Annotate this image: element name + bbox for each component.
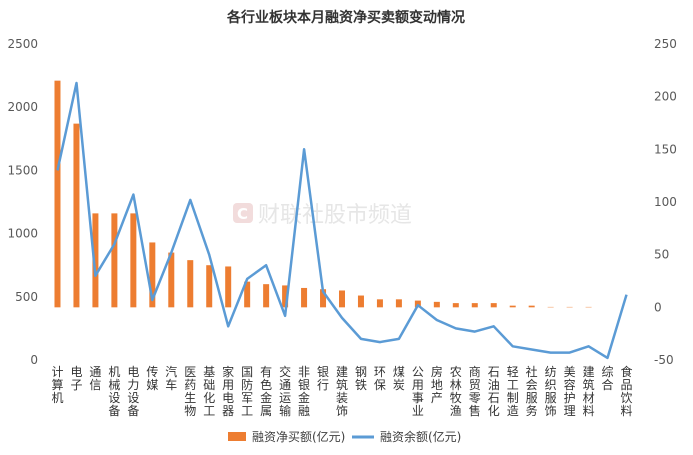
right-axis: -50 0 50 100 150 200 250 (654, 37, 677, 367)
bar (187, 260, 194, 308)
category-label: 交通运输 (279, 364, 291, 418)
category-label: 基础化工 (203, 365, 215, 418)
bar (168, 252, 175, 308)
category-label: 国防军工 (241, 365, 253, 418)
bar (225, 266, 232, 308)
legend-label-line: 融资余额(亿元) (380, 429, 461, 444)
category-label: 电子 (70, 365, 82, 392)
bar (471, 303, 478, 308)
right-tick-label: 250 (654, 37, 677, 51)
category-label: 煤炭 (393, 365, 405, 392)
bar (376, 299, 383, 308)
category-label: 医药生物 (184, 365, 196, 418)
bar (111, 213, 118, 308)
category-label: 农林牧渔 (450, 365, 462, 418)
bar (206, 265, 213, 308)
category-label: 社会服务 (526, 364, 538, 418)
category-label: 通信 (89, 365, 101, 392)
category-label: 有色金属 (260, 365, 272, 418)
category-label: 房地产 (431, 364, 443, 405)
bar (301, 287, 308, 308)
category-label: 建筑材料 (583, 365, 595, 418)
category-label: 商贸零售 (469, 364, 481, 418)
category-label: 综合 (602, 365, 614, 392)
bar (490, 303, 497, 308)
legend: 融资净买额(亿元) 融资余额(亿元) (228, 429, 461, 444)
left-tick-label: 2000 (7, 100, 38, 114)
category-label: 银行 (317, 365, 329, 392)
bar (73, 123, 80, 308)
legend-label-bar: 融资净买额(亿元) (252, 429, 345, 444)
bar (54, 80, 61, 308)
bar (263, 284, 270, 308)
category-label: 家用电器 (222, 364, 234, 418)
right-tick-label: 200 (654, 90, 677, 104)
bar (509, 305, 516, 308)
bar (357, 295, 364, 308)
bar (320, 289, 327, 308)
chart-title: 各行业板块本月融资净买卖额变动情况 (226, 9, 465, 26)
right-tick-label: -50 (654, 353, 674, 367)
category-label: 电力设备 (127, 365, 139, 418)
bar (149, 242, 156, 308)
legend-swatch-bar (228, 432, 246, 441)
watermark-text: 财联社股市频道 (258, 203, 412, 228)
watermark: C 财联社股市频道 (233, 203, 412, 228)
category-label: 机械设备 (108, 365, 120, 418)
category-label: 钢铁 (355, 365, 367, 392)
bar (92, 213, 99, 308)
category-label: 非银金融 (298, 365, 310, 418)
category-label: 计算机 (51, 365, 63, 405)
category-label: 食品饮料 (621, 364, 633, 418)
category-labels: 计算机电子通信机械设备电力设备传媒汽车医药生物基础化工家用电器国防军工有色金属交… (51, 364, 632, 418)
bar (452, 303, 459, 308)
left-axis: 0 500 1000 1500 2000 2500 (7, 37, 38, 367)
left-tick-label: 2500 (7, 37, 38, 51)
bar (395, 299, 402, 308)
bar (130, 213, 137, 308)
bar (244, 281, 251, 308)
category-label: 公用事业 (412, 365, 424, 418)
bar (528, 305, 535, 308)
right-tick-label: 0 (654, 300, 662, 314)
line-series (56, 81, 628, 360)
category-label: 环保 (374, 365, 386, 392)
category-label: 汽车 (165, 364, 177, 392)
category-label: 传媒 (146, 364, 158, 392)
category-label: 石油石化 (488, 365, 500, 418)
category-label: 建筑装饰 (336, 365, 348, 418)
category-label: 纺织服饰 (545, 365, 557, 418)
left-tick-label: 500 (15, 290, 38, 304)
right-tick-label: 100 (654, 195, 677, 209)
bar (433, 301, 440, 308)
left-tick-label: 1500 (7, 163, 38, 177)
bar (282, 285, 289, 308)
category-label: 美容护理 (564, 365, 576, 418)
right-tick-label: 50 (654, 248, 669, 262)
bar-series (54, 80, 592, 308)
right-tick-label: 150 (654, 142, 677, 156)
left-tick-label: 1000 (7, 227, 38, 241)
svg-text:C: C (237, 205, 248, 223)
bar (339, 290, 345, 308)
category-label: 轻工制造 (507, 365, 519, 418)
left-tick-label: 0 (30, 353, 38, 367)
